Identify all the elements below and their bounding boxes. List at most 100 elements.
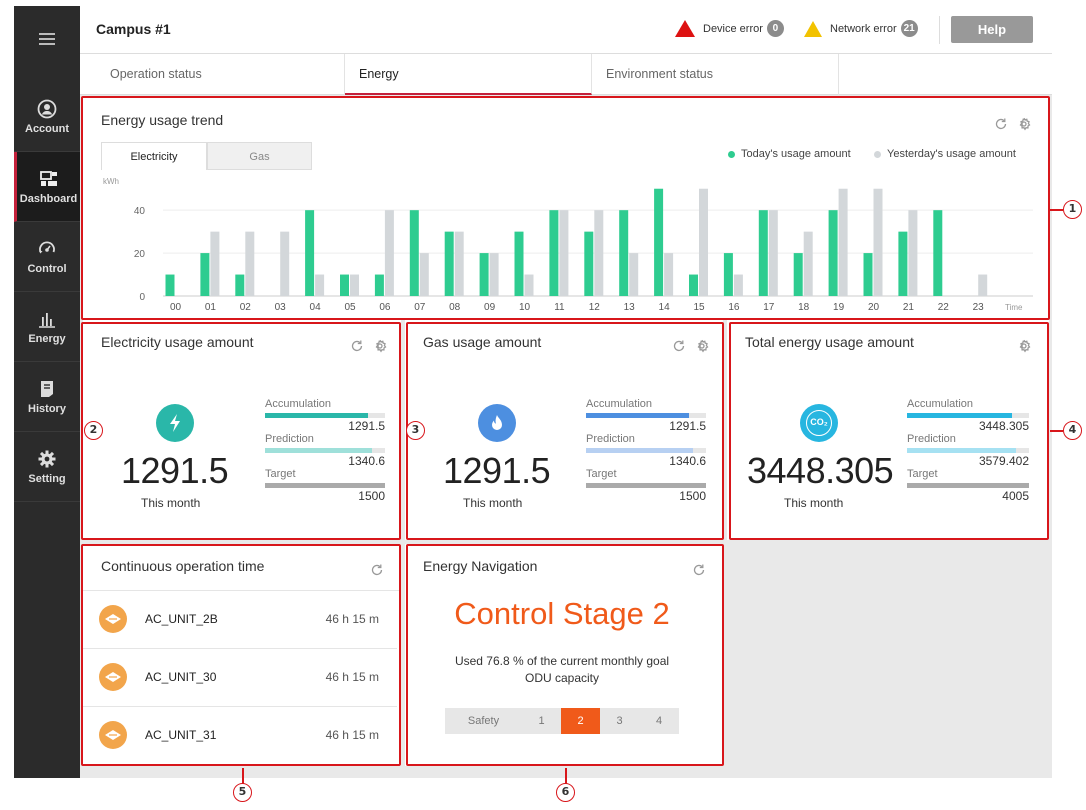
legend-today-label: Today's usage amount bbox=[741, 148, 851, 160]
bar-today bbox=[514, 231, 524, 296]
settings-gear-icon[interactable] bbox=[695, 339, 709, 353]
device-error-indicator[interactable]: Device error 0 bbox=[675, 20, 784, 37]
menu-button[interactable] bbox=[14, 6, 80, 72]
device-error-label: Device error bbox=[703, 22, 763, 35]
x-tick-label: 00 bbox=[170, 302, 182, 313]
electricity-accumulation-label: Accumulation bbox=[265, 398, 332, 410]
gas-period-label: This month bbox=[463, 496, 523, 510]
total-accumulation-bar-fill bbox=[907, 413, 1012, 418]
callout-line-1 bbox=[1050, 209, 1063, 211]
settings-gear-icon[interactable] bbox=[373, 339, 387, 353]
x-tick-label: 10 bbox=[519, 302, 531, 313]
list-item[interactable]: AC_UNIT_30 46 h 15 m bbox=[83, 649, 397, 707]
callout-line-4 bbox=[1050, 430, 1063, 432]
sidebar-item-setting[interactable]: Setting bbox=[14, 432, 80, 502]
refresh-icon[interactable] bbox=[370, 563, 384, 577]
callout-1: 1 bbox=[1063, 200, 1082, 219]
x-tick-label: 13 bbox=[624, 302, 636, 313]
settings-gear-icon[interactable] bbox=[1017, 339, 1031, 353]
bar-yesterday bbox=[350, 274, 359, 296]
bar-today bbox=[479, 253, 489, 296]
total-prediction-label: Prediction bbox=[907, 433, 956, 445]
refresh-icon[interactable] bbox=[672, 339, 686, 353]
sidebar-label-history: History bbox=[28, 402, 66, 415]
sidebar-item-account[interactable]: Account bbox=[14, 82, 80, 152]
refresh-icon[interactable] bbox=[350, 339, 364, 353]
help-button[interactable]: Help bbox=[951, 16, 1033, 43]
tab-environment-status[interactable]: Environment status bbox=[592, 54, 839, 95]
stage-option-3[interactable]: 3 bbox=[600, 708, 639, 734]
electricity-period-label: This month bbox=[141, 496, 201, 510]
subtab-electricity[interactable]: Electricity bbox=[101, 142, 207, 170]
bar-yesterday bbox=[384, 210, 394, 296]
bar-today bbox=[793, 253, 803, 296]
network-error-label: Network error bbox=[830, 22, 897, 35]
bar-today bbox=[863, 253, 873, 296]
sidebar-label-account: Account bbox=[25, 122, 69, 135]
sidebar-item-history[interactable]: History bbox=[14, 362, 80, 432]
bar-today bbox=[444, 231, 454, 296]
stage-option-2[interactable]: 2 bbox=[561, 708, 600, 734]
legend-yesterday: Yesterday's usage amount bbox=[874, 148, 1016, 160]
legend-yesterday-dot bbox=[874, 150, 881, 158]
callout-3: 3 bbox=[406, 421, 425, 440]
tab-energy[interactable]: Energy bbox=[345, 54, 592, 95]
stage-option-4[interactable]: 4 bbox=[639, 708, 679, 734]
sidebar-item-energy[interactable]: Energy bbox=[14, 292, 80, 362]
callout-4: 4 bbox=[1063, 421, 1082, 440]
callout-5: 5 bbox=[233, 783, 252, 802]
bar-today bbox=[723, 253, 733, 296]
bar-today bbox=[409, 210, 419, 296]
bar-yesterday bbox=[699, 188, 708, 296]
bar-today bbox=[619, 210, 629, 296]
total-prediction-bar bbox=[907, 448, 1029, 453]
dashboard-icon bbox=[39, 170, 57, 186]
electricity-usage-value: 1291.5 bbox=[121, 450, 229, 491]
x-tick-label: 07 bbox=[414, 302, 426, 313]
electricity-target-label: Target bbox=[265, 468, 296, 480]
tab-operation-status[interactable]: Operation status bbox=[96, 54, 345, 95]
x-tick-label: 04 bbox=[310, 302, 322, 313]
electricity-prediction-bar-fill bbox=[265, 448, 372, 453]
lightning-bolt-icon bbox=[156, 404, 194, 442]
bar-today bbox=[235, 274, 245, 296]
refresh-icon[interactable] bbox=[994, 117, 1008, 131]
electricity-usage-panel: Electricity usage amount 1291.5 This mon… bbox=[83, 320, 401, 540]
sidebar: Account Dashboard Control Energy History… bbox=[14, 6, 80, 778]
co2-icon: CO₂ bbox=[800, 404, 838, 442]
bar-today bbox=[584, 231, 594, 296]
electricity-target-bar bbox=[265, 483, 385, 488]
account-icon bbox=[37, 99, 57, 118]
navigation-description-line1: Used 76.8 % of the current monthly goal bbox=[454, 654, 670, 668]
gas-prediction-label: Prediction bbox=[586, 433, 635, 445]
electricity-usage-title: Electricity usage amount bbox=[101, 334, 254, 350]
bar-yesterday bbox=[908, 210, 918, 296]
stage-option-1[interactable]: 1 bbox=[522, 708, 561, 734]
x-tick-label: 19 bbox=[833, 302, 845, 313]
legend-yesterday-label: Yesterday's usage amount bbox=[887, 148, 1016, 160]
stage-option-safety[interactable]: Safety bbox=[445, 708, 522, 734]
list-item[interactable]: AC_UNIT_31 46 h 15 m bbox=[83, 707, 397, 765]
energy-navigation-title: Energy Navigation bbox=[423, 558, 538, 574]
bar-today bbox=[828, 210, 838, 296]
subtab-gas[interactable]: Gas bbox=[207, 142, 312, 170]
gas-prediction-value: 1340.6 bbox=[669, 454, 706, 468]
sidebar-label-energy: Energy bbox=[28, 332, 66, 345]
sidebar-item-dashboard[interactable]: Dashboard bbox=[14, 152, 80, 222]
network-error-indicator[interactable]: Network error 21 bbox=[804, 20, 918, 37]
x-axis-suffix-label: Time bbox=[1005, 303, 1023, 312]
bar-yesterday bbox=[838, 188, 848, 296]
x-tick-label: 15 bbox=[693, 302, 705, 313]
bar-yesterday bbox=[803, 231, 813, 296]
x-tick-label: 18 bbox=[798, 302, 810, 313]
total-prediction-value: 3579.402 bbox=[978, 454, 1029, 468]
settings-gear-icon[interactable] bbox=[1017, 117, 1031, 131]
callout-2: 2 bbox=[84, 421, 103, 440]
unit-operation-time: 46 h 15 m bbox=[325, 612, 379, 626]
sidebar-item-control[interactable]: Control bbox=[14, 222, 80, 292]
legend-today: Today's usage amount bbox=[728, 148, 851, 160]
gas-accumulation-bar-fill bbox=[586, 413, 690, 418]
refresh-icon[interactable] bbox=[692, 563, 706, 577]
y-axis-unit-label: kWh bbox=[103, 177, 119, 186]
list-item[interactable]: AC_UNIT_2B 46 h 15 m bbox=[83, 591, 397, 649]
